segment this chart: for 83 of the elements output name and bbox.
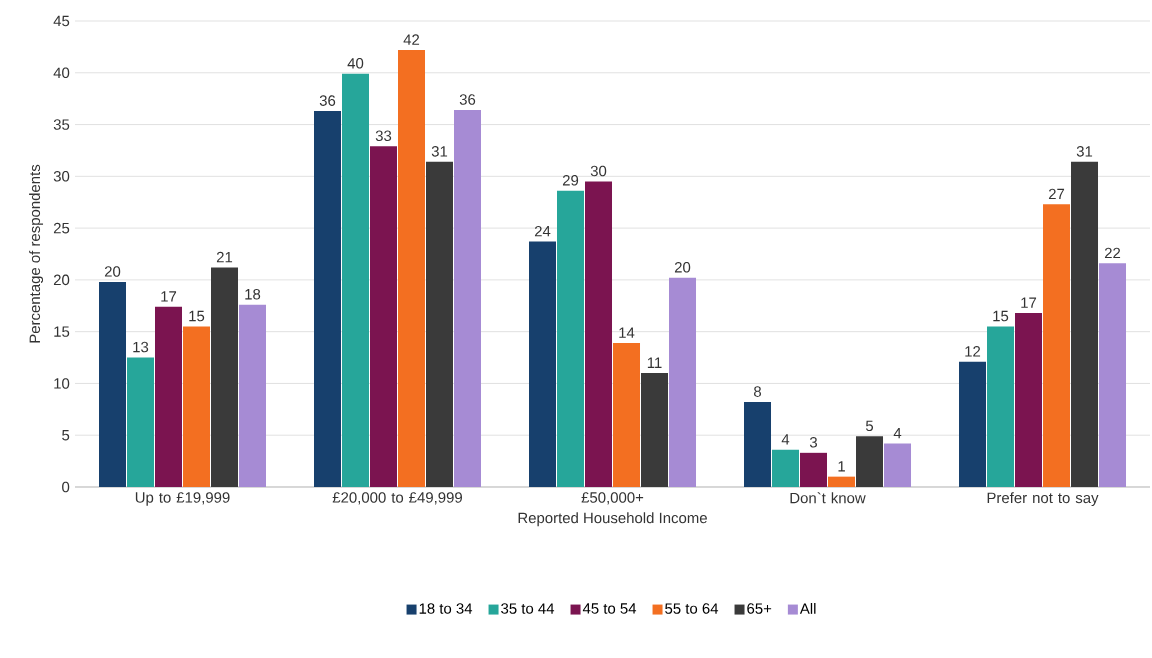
- bar: [613, 343, 640, 487]
- data-label: 36: [319, 95, 336, 106]
- bar: [127, 357, 154, 487]
- data-label: 29: [562, 175, 579, 186]
- data-label: 3: [809, 437, 818, 448]
- data-label: 1: [838, 461, 845, 472]
- bar: [342, 73, 369, 487]
- bar: [772, 449, 800, 487]
- bar: [585, 181, 612, 487]
- data-label: 22: [1104, 247, 1121, 259]
- y-tick-label: 35: [53, 119, 70, 130]
- data-label: 27: [1048, 188, 1065, 200]
- bar: [155, 306, 182, 487]
- data-label: 13: [133, 341, 149, 353]
- bar: [828, 476, 856, 487]
- x-tick-label: £20,000 to £49,999: [332, 492, 462, 505]
- bar: [398, 49, 425, 487]
- data-label: 4: [781, 434, 790, 445]
- bar: [370, 146, 397, 487]
- data-label: 15: [189, 310, 205, 322]
- data-label: 21: [216, 251, 233, 263]
- x-tick-label: Don`t know: [790, 492, 866, 504]
- bar: [99, 281, 126, 487]
- y-tick-label: 5: [62, 430, 70, 441]
- x-tick-label: £50,000+: [581, 492, 644, 505]
- x-tick-label: Prefer not to say: [987, 492, 1099, 507]
- data-label: 42: [403, 34, 420, 45]
- bar: [211, 267, 238, 487]
- bar: [183, 326, 210, 487]
- y-axis-title: Percentage of respondents: [29, 164, 44, 343]
- bar: [959, 361, 987, 487]
- data-label: 40: [347, 58, 364, 69]
- bar: [314, 111, 341, 487]
- bar: [239, 304, 266, 487]
- data-label: 11: [647, 357, 662, 368]
- y-tick-label: 40: [53, 67, 70, 79]
- bar: [800, 452, 828, 487]
- bar: [987, 326, 1015, 487]
- data-label: 15: [993, 310, 1009, 322]
- data-label: 33: [375, 130, 392, 142]
- bar: [1043, 204, 1071, 487]
- bar: [1099, 263, 1127, 487]
- bar: [557, 190, 584, 487]
- data-label: 20: [674, 262, 691, 273]
- bar: [856, 436, 884, 487]
- data-label: 31: [1076, 146, 1093, 157]
- x-tick-label: Up to £19,999: [135, 492, 230, 506]
- data-label: 30: [590, 165, 607, 177]
- y-tick-label: 15: [54, 326, 70, 337]
- legend-label: All: [799, 603, 816, 614]
- data-label: 20: [104, 266, 121, 277]
- legend-label: 35 to 44: [501, 603, 555, 614]
- legend-label: 18 to 34: [419, 603, 473, 614]
- legend-label: 45 to 54: [582, 603, 637, 614]
- legend-label: 65+: [747, 603, 772, 614]
- data-label: 36: [459, 94, 476, 105]
- data-label: 4: [893, 428, 902, 439]
- bar: [884, 443, 912, 487]
- data-label: 17: [161, 291, 177, 302]
- data-label: 8: [754, 386, 762, 397]
- data-label: 24: [534, 225, 551, 237]
- data-label: 12: [965, 346, 981, 357]
- y-tick-label: 45: [53, 15, 70, 27]
- data-label: 5: [865, 420, 874, 432]
- data-label: 18: [245, 288, 261, 300]
- data-label: 17: [1021, 297, 1037, 308]
- legend-label: 55 to 64: [665, 603, 719, 614]
- y-tick-label: 0: [62, 481, 70, 493]
- bar: [1071, 161, 1099, 487]
- bar: [426, 161, 453, 487]
- x-axis-title: Reported Household Income: [518, 512, 707, 527]
- data-label: 14: [619, 327, 635, 338]
- bar: [454, 110, 481, 487]
- y-tick-label: 10: [54, 378, 70, 389]
- data-label: 31: [431, 146, 448, 157]
- y-tick-label: 25: [53, 222, 70, 234]
- y-tick-label: 20: [53, 274, 70, 286]
- bar: [641, 373, 668, 487]
- bar: [529, 241, 556, 487]
- bar: [669, 277, 697, 487]
- bar: [1015, 313, 1043, 487]
- bar: [744, 402, 771, 487]
- y-tick-label: 30: [53, 171, 70, 182]
